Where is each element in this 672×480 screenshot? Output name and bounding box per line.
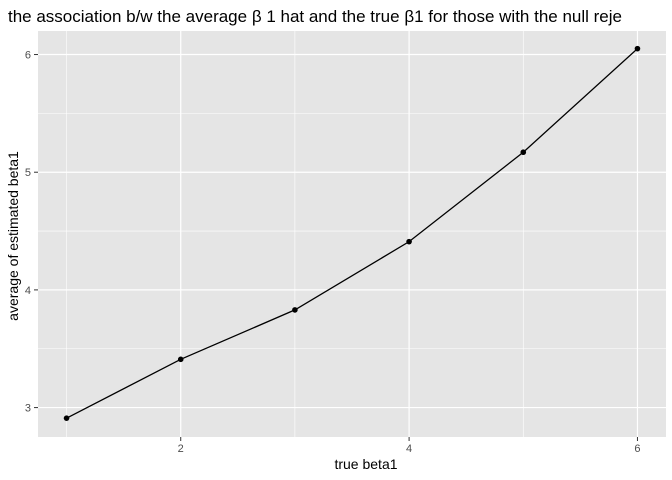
x-axis-title: true beta1 xyxy=(334,456,397,472)
y-tick-label: 4 xyxy=(25,285,31,297)
y-tick-label: 3 xyxy=(25,403,31,415)
data-point xyxy=(177,356,184,363)
y-tick-label: 6 xyxy=(25,50,31,62)
chart-title: the association b/w the average β 1 hat … xyxy=(8,7,622,26)
plot-panel xyxy=(38,31,666,437)
data-point xyxy=(634,45,641,52)
data-point xyxy=(292,307,298,313)
x-tick-label: 6 xyxy=(634,443,640,455)
data-point xyxy=(520,149,527,156)
data-point xyxy=(63,415,70,421)
axes: 2 4 6 3 4 5 6 xyxy=(25,50,641,455)
data-point xyxy=(406,238,412,245)
data-marks xyxy=(63,45,641,421)
x-tick-label: 4 xyxy=(406,443,412,455)
y-tick-label: 5 xyxy=(25,167,31,179)
x-tick-label: 2 xyxy=(178,443,184,455)
series-line xyxy=(66,48,638,419)
y-axis-title: average of estimated beta1 xyxy=(5,151,21,321)
grid xyxy=(38,31,666,437)
